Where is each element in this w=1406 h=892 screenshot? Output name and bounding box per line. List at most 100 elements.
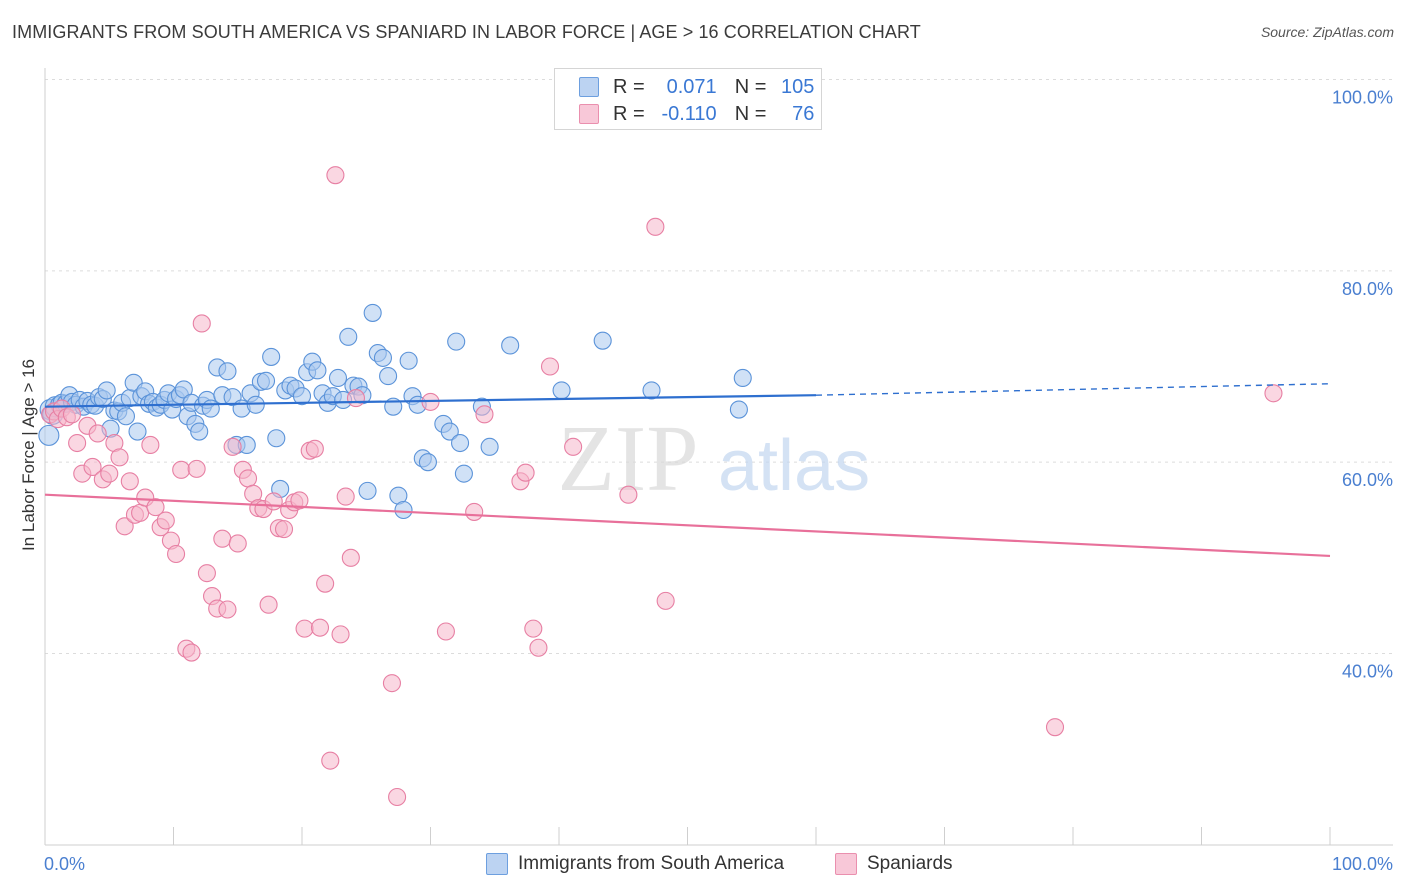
point-spaniard [1045, 718, 1065, 737]
point-spaniard [146, 498, 165, 517]
point-spaniard [197, 564, 216, 583]
point-spaniard [110, 448, 129, 467]
chart-title: IMMIGRANTS FROM SOUTH AMERICA VS SPANIAR… [12, 22, 921, 42]
point-south-america [480, 437, 499, 456]
point-spaniard [326, 166, 345, 185]
legend-n-value: 105 [781, 75, 815, 98]
correlation-legend: R = 0.071 N = 105 R = -0.110 N = 76 [554, 68, 822, 130]
point-spaniard [321, 751, 340, 770]
point-spaniard [68, 433, 87, 453]
point-south-america [451, 433, 470, 453]
legend-n-label: N = [734, 75, 767, 98]
point-spaniard [516, 463, 535, 482]
legend-r-label: R = [613, 75, 645, 98]
point-spaniard [540, 357, 560, 376]
legend-r-label: R = [613, 102, 645, 125]
point-spaniard [62, 405, 82, 424]
legend-r-value: 0.071 [666, 75, 717, 98]
point-spaniard [346, 389, 366, 408]
point-south-america [593, 331, 612, 350]
point-spaniard [529, 638, 548, 657]
point-spaniard [564, 437, 583, 456]
y-tick-label: 40.0% [1342, 662, 1393, 682]
point-spaniard [295, 619, 314, 638]
point-spaniard [331, 625, 350, 644]
point-spaniard [192, 314, 211, 333]
axis-layer [44, 68, 1393, 846]
point-spaniard [305, 439, 324, 458]
bottom-legend-spaniards: Spaniards [835, 852, 953, 876]
watermark-atlas: atlas [718, 426, 870, 506]
point-south-america [267, 429, 286, 448]
point-spaniard [316, 574, 335, 593]
point-spaniard [259, 595, 278, 614]
y-axis-title: In Labor Force | Age > 16 [19, 359, 38, 551]
point-south-america [201, 399, 220, 418]
tick-label-layer: 40.0% 60.0% 80.0% 100.0% 0.0% 100.0% [44, 88, 1393, 875]
point-south-america [262, 347, 281, 366]
point-spaniard [290, 491, 309, 510]
trend-line-spaniards [44, 493, 1331, 558]
legend-n-label: N = [734, 102, 767, 125]
point-spaniard [182, 643, 201, 662]
point-south-america [399, 351, 418, 370]
bottom-legend-label: Immigrants from South America [518, 853, 785, 874]
trend-line-south-america-extension [815, 383, 1331, 396]
bottom-legend-south-america: Immigrants from South America [486, 852, 784, 876]
point-south-america [190, 422, 209, 441]
point-south-america [97, 381, 116, 400]
point-spaniard [388, 787, 407, 807]
bottom-swatch-blue [486, 853, 508, 875]
point-south-america [308, 361, 327, 380]
point-south-america [373, 348, 393, 367]
point-south-america [358, 481, 377, 500]
chart-source: Source: ZipAtlas.com [1260, 24, 1394, 40]
point-south-america [116, 407, 136, 426]
point-south-america [38, 424, 60, 446]
point-spaniard [223, 437, 242, 456]
point-spaniard [120, 472, 139, 491]
point-spaniard [167, 544, 186, 564]
point-spaniard [156, 511, 175, 530]
legend-r-value: -0.110 [661, 102, 717, 125]
x-tick-label-max: 100.0% [1332, 854, 1393, 874]
point-spaniard [83, 457, 102, 477]
y-tick-label: 60.0% [1342, 470, 1393, 490]
point-spaniard [172, 460, 191, 479]
point-spaniard [88, 424, 107, 443]
point-south-america [174, 380, 193, 399]
point-spaniard [475, 405, 494, 424]
point-south-america [339, 327, 358, 346]
point-south-america [218, 362, 237, 381]
trend-layer [44, 383, 1331, 558]
point-spaniard [310, 618, 330, 637]
y-tick-label: 100.0% [1332, 88, 1393, 108]
point-spaniard [656, 591, 675, 610]
point-south-america [642, 381, 661, 400]
point-south-america [729, 400, 748, 419]
point-south-america [501, 336, 520, 355]
point-spaniard [187, 459, 206, 478]
bottom-swatch-pink [835, 853, 857, 875]
points-layer [38, 166, 1283, 807]
point-spaniard [1264, 384, 1283, 403]
trend-line-south-america [44, 394, 817, 408]
point-spaniard [465, 502, 484, 521]
point-spaniard [218, 600, 237, 619]
point-south-america [733, 368, 752, 388]
legend-row-south-america: R = 0.071 N = 105 [579, 75, 814, 99]
point-south-america [292, 387, 312, 406]
point-spaniard [141, 435, 160, 454]
point-south-america [447, 332, 466, 351]
point-spaniard [646, 217, 665, 236]
y-tick-label: 80.0% [1342, 279, 1393, 299]
point-south-america [246, 395, 265, 414]
bottom-legend-label: Spaniards [867, 853, 953, 874]
point-spaniard [238, 469, 258, 488]
point-spaniard [131, 503, 150, 522]
point-spaniard [115, 517, 134, 536]
point-south-america [454, 464, 473, 483]
point-south-america [128, 422, 147, 441]
point-south-america [328, 368, 348, 388]
